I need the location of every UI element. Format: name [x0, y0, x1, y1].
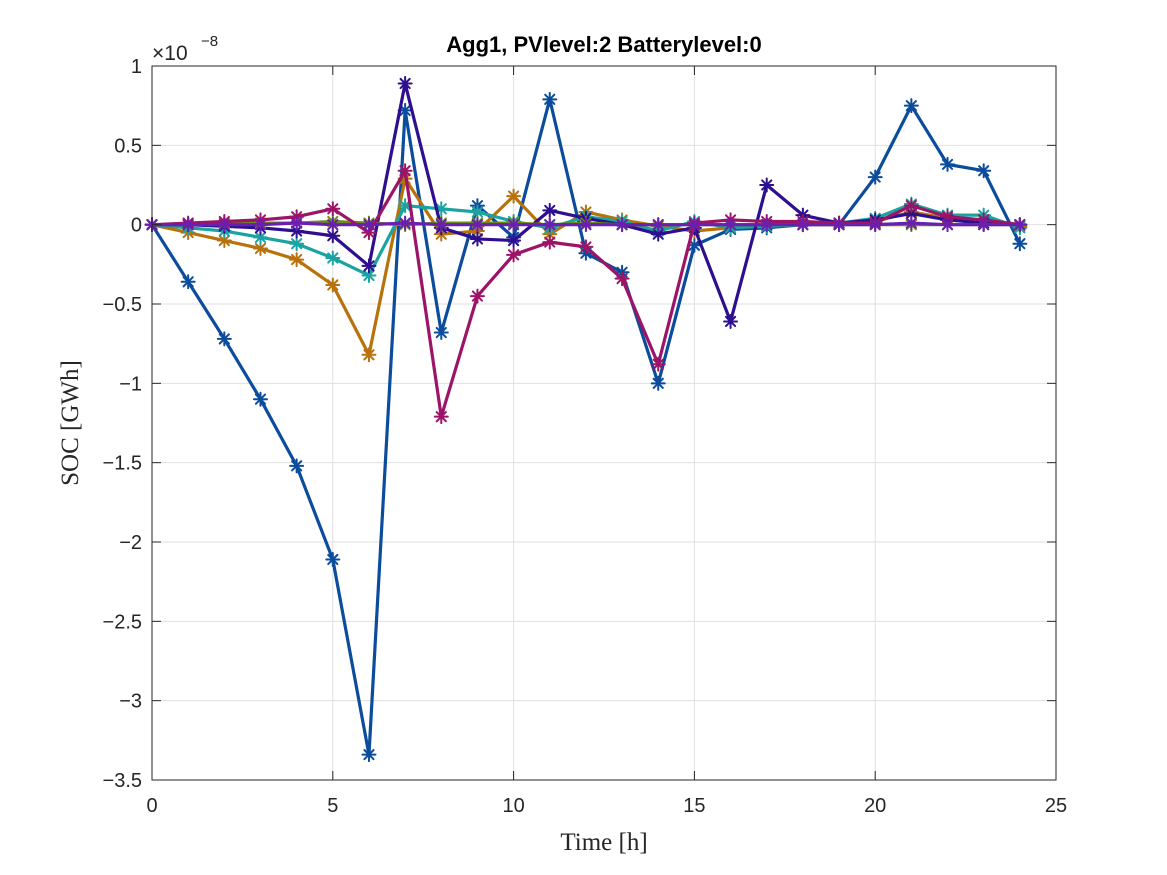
data-point: [216, 331, 232, 347]
data-point: [650, 356, 666, 372]
data-point: [578, 239, 594, 255]
data-point: [433, 217, 449, 233]
data-point: [180, 274, 196, 290]
data-point: [542, 234, 558, 250]
data-point: [1012, 217, 1028, 233]
data-point: [361, 258, 377, 274]
y-tick-labels: −3.5 −3 −2.5 −2 −1.5 −1 −0.5 0 0.5 1: [103, 56, 142, 792]
data-point: [506, 217, 522, 233]
y-tick-label: −3.5: [103, 770, 142, 792]
data-point: [867, 169, 883, 185]
y-tick-label: −1.5: [103, 453, 142, 475]
data-point: [216, 233, 232, 249]
x-tick-label: 0: [146, 795, 157, 817]
data-point: [506, 188, 522, 204]
data-point: [614, 217, 630, 233]
data-point: [614, 271, 630, 287]
data-point: [397, 163, 413, 179]
data-point: [325, 250, 341, 266]
x-axis-label: Time [h]: [560, 829, 647, 856]
ticks: [151, 65, 1057, 781]
data-point: [1012, 236, 1028, 252]
data-point: [976, 163, 992, 179]
data-point: [759, 217, 775, 233]
y-tick-label: 0.5: [114, 135, 142, 157]
data-point: [469, 217, 485, 233]
data-point: [831, 217, 847, 233]
data-point: [433, 409, 449, 425]
y-tick-label: −2: [119, 532, 142, 554]
data-point: [759, 177, 775, 193]
y-exponent-power: −8: [201, 33, 218, 50]
data-point: [289, 458, 305, 474]
x-tick-label: 20: [864, 795, 886, 817]
data-point: [180, 217, 196, 233]
data-point: [325, 277, 341, 293]
data-point: [542, 202, 558, 218]
data-point: [289, 236, 305, 252]
data-point: [289, 252, 305, 268]
series-6: [144, 215, 1028, 233]
data-point: [686, 217, 702, 233]
data-point: [397, 215, 413, 231]
data-point: [903, 215, 919, 231]
data-point: [686, 237, 702, 253]
data-point: [361, 347, 377, 363]
data-point: [433, 325, 449, 341]
data-point: [361, 217, 377, 233]
data-point: [940, 156, 956, 172]
plot-area: [152, 66, 1056, 780]
data-point: [650, 375, 666, 391]
data-point: [216, 217, 232, 233]
data-point: [361, 747, 377, 763]
data-point: [903, 98, 919, 114]
y-tick-label: −2.5: [103, 611, 142, 633]
data-point: [325, 551, 341, 567]
data-point: [542, 91, 558, 107]
chart-title: Agg1, PVlevel:2 Batterylevel:0: [446, 32, 761, 57]
x-tick-label: 25: [1045, 795, 1067, 817]
y-exponent-base: ×10: [152, 42, 188, 65]
data-point: [252, 217, 268, 233]
x-tick-label: 10: [502, 795, 524, 817]
x-tick-label: 15: [683, 795, 705, 817]
data-point: [469, 288, 485, 304]
data-point: [361, 267, 377, 283]
x-tick-labels: 0 5 10 15 20 25: [146, 795, 1067, 817]
data-point: [325, 217, 341, 233]
data-point: [650, 217, 666, 233]
data-point: [578, 217, 594, 233]
y-tick-label: −0.5: [103, 294, 142, 316]
series-layer: [144, 75, 1028, 763]
data-point: [506, 233, 522, 249]
data-point: [289, 215, 305, 231]
data-point: [903, 198, 919, 214]
y-tick-label: −3: [119, 691, 142, 713]
x-tick-label: 5: [327, 795, 338, 817]
data-point: [940, 217, 956, 233]
data-point: [542, 217, 558, 233]
data-point: [325, 228, 341, 244]
y-tick-label: 0: [131, 215, 142, 237]
data-point: [469, 231, 485, 247]
data-point: [325, 201, 341, 217]
data-point: [650, 226, 666, 242]
plot-frame: [151, 65, 1057, 781]
data-point: [252, 391, 268, 407]
y-tick-label: 1: [131, 56, 142, 78]
data-point: [795, 217, 811, 233]
data-point: [506, 247, 522, 263]
y-axis-label: SOC [GWh]: [57, 360, 84, 486]
data-point: [397, 75, 413, 91]
y-tick-label: −1: [119, 373, 142, 395]
data-point: [867, 217, 883, 233]
data-point: [723, 313, 739, 329]
data-point: [723, 217, 739, 233]
data-point: [976, 217, 992, 233]
